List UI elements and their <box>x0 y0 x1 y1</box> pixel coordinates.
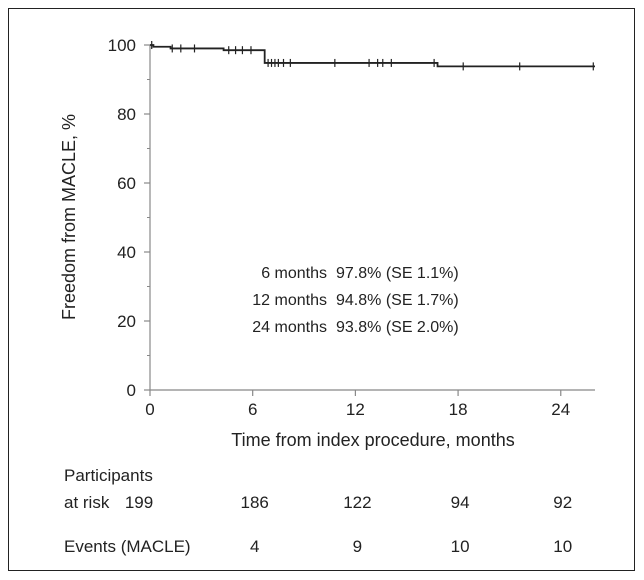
risk-table-value: 94 <box>451 493 470 512</box>
risk-table-value: 199 <box>125 493 153 512</box>
survival-curve-path <box>150 44 595 68</box>
event-values-group: 4 9 10 10 <box>250 537 572 556</box>
events-table-value: 4 <box>250 537 259 556</box>
y-tick-label: 80 <box>117 105 136 124</box>
x-tick-label: 24 <box>551 400 570 419</box>
risk-table: Participants at risk Events (MACLE) 199 1… <box>64 466 572 556</box>
events-table-value: 9 <box>353 537 362 556</box>
annotation-value-6: 97.8% (SE 1.1%) <box>336 265 459 282</box>
risk-table-label-line1: Participants <box>64 466 153 485</box>
y-axis-title: Freedom from MACLE, % <box>59 114 79 320</box>
summary-annotations: 6 months 97.8% (SE 1.1%) 12 months 94.8%… <box>252 265 458 336</box>
y-tick-label: 0 <box>127 381 136 400</box>
events-table-label: Events (MACLE) <box>64 537 191 556</box>
axes-group: 0 20 40 60 80 100 0 6 12 18 24 <box>108 36 595 419</box>
annotation-period-6: 6 months <box>261 265 327 282</box>
chart-frame <box>8 8 635 571</box>
censor-marks-group <box>151 41 594 71</box>
annotation-period-24: 24 months <box>252 319 327 336</box>
risk-table-label-line2: at risk <box>64 493 110 512</box>
events-table-value: 10 <box>553 537 572 556</box>
survival-curve-group <box>150 44 595 68</box>
risk-table-value: 92 <box>553 493 572 512</box>
y-tick-label: 20 <box>117 312 136 331</box>
x-tick-label: 6 <box>248 400 257 419</box>
annotation-value-24: 93.8% (SE 2.0%) <box>336 319 459 336</box>
events-table-value: 10 <box>451 537 470 556</box>
y-tick-label: 100 <box>108 36 136 55</box>
y-tick-label: 40 <box>117 243 136 262</box>
x-tick-label: 0 <box>145 400 154 419</box>
x-tick-label: 12 <box>346 400 365 419</box>
risk-table-value: 186 <box>241 493 269 512</box>
risk-values-group: 199 186 122 94 92 <box>125 493 572 512</box>
x-tick-label: 18 <box>449 400 468 419</box>
x-axis-title: Time from index procedure, months <box>231 430 514 450</box>
y-tick-label: 60 <box>117 174 136 193</box>
annotation-period-12: 12 months <box>252 292 327 309</box>
annotation-value-12: 94.8% (SE 1.7%) <box>336 292 459 309</box>
risk-table-value: 122 <box>343 493 371 512</box>
